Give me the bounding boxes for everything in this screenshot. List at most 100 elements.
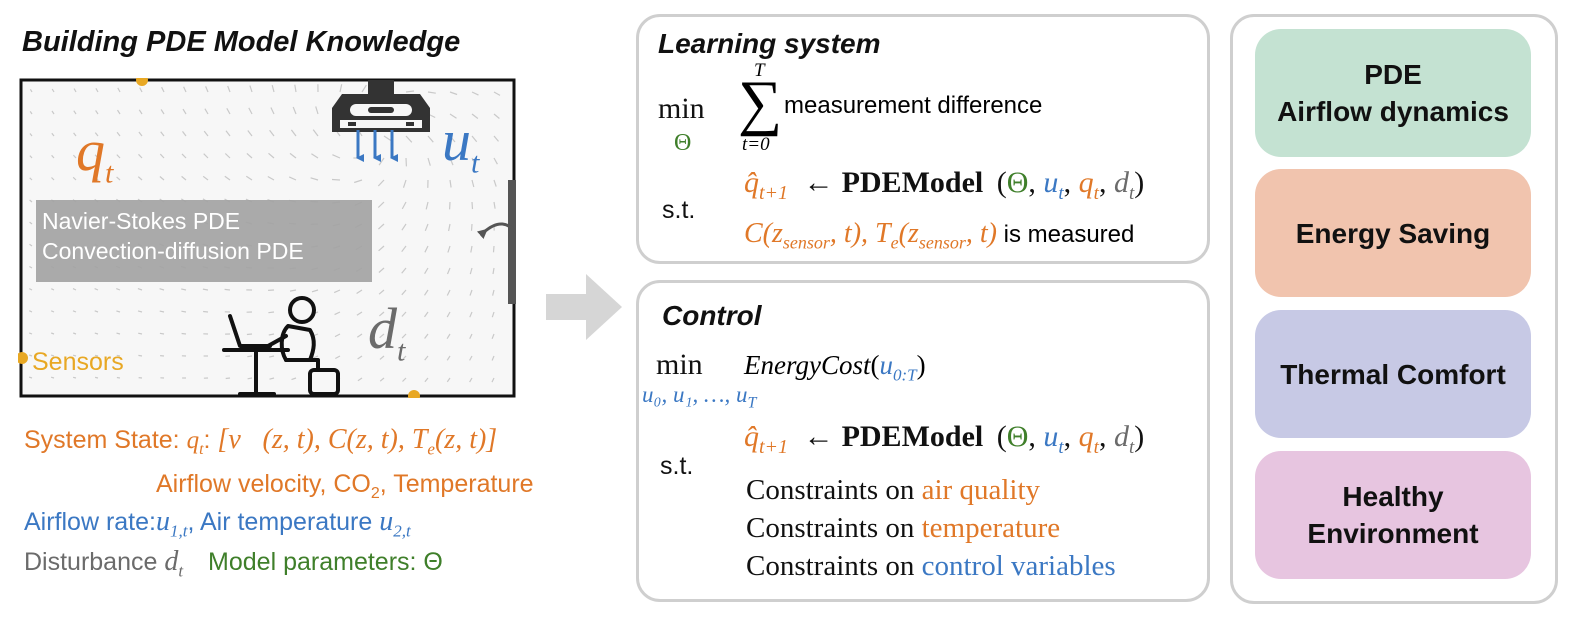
flow-vector [361,84,367,93]
flow-vector [117,87,121,93]
flow-vector [424,377,429,383]
flow-vector [493,157,498,165]
flow-vector [471,179,475,188]
flow-vector [51,177,55,181]
flow-vector [446,289,451,296]
flow-vector [354,179,363,184]
flow-vector [181,288,187,291]
flow-vector [138,332,143,335]
flow-vector [72,354,77,357]
flow-vector [159,310,165,313]
flow-vector [116,154,121,159]
goals-panel: PDE Airflow dynamics Energy Saving Therma… [1230,14,1558,604]
learning-system-panel [636,14,1210,264]
flow-vector [491,333,495,340]
flow-vector [447,245,451,253]
flow-vector [470,245,473,253]
flow-vector [159,332,165,335]
constraint-air-quality: Constraints on air quality [746,474,1041,506]
flow-vector [471,91,479,96]
flow-vector [312,355,319,359]
flow-vector [29,265,33,269]
flow-vector [181,310,187,313]
flow-vector [159,153,165,159]
flow-vector [182,108,187,115]
flow-vector [116,109,121,115]
flow-vector [378,289,385,295]
flow-vector [449,113,457,119]
flow-vector [401,289,407,296]
flow-vector [378,157,385,166]
flow-vector [469,289,473,296]
learning-model-equation: q̂t+1 ← PDEModel (Θ, ut, qt, dt) [744,166,1145,204]
flow-vector [181,332,187,335]
flow-vector [379,355,385,360]
flow-vector [94,154,99,159]
flow-vector [469,355,473,361]
flow-vector [289,289,297,292]
learning-st: s.t. [662,196,696,224]
flow-vector [159,288,165,291]
control-min-sub: u₀, u₁, …, uT [642,382,757,412]
flow-vector [312,129,319,137]
flow-vector [357,355,363,360]
control-st: s.t. [660,452,694,480]
flow-vector [424,223,429,232]
goal-pde-airflow: PDE Airflow dynamics [1255,29,1531,157]
flow-vector [247,377,253,380]
flow-vector [28,332,33,335]
flow-vector [246,333,253,336]
flow-vector [160,109,165,115]
occupant-figure [222,296,340,396]
flow-vector [138,131,143,137]
flow-vector [449,135,456,143]
flow-vector [378,267,385,273]
flow-vector [247,355,253,358]
flow-vector [425,201,429,210]
flow-vector [469,333,473,340]
flow-vector [227,85,231,93]
q-label: qt [76,118,114,190]
learning-title: Learning system [658,28,881,59]
control-panel [636,280,1210,602]
flow-vector [72,154,77,159]
d-label: dt [368,296,406,368]
flow-vector [94,376,99,379]
flow-vector [492,289,495,296]
flow-vector [225,377,231,380]
flow-vector [469,267,473,275]
flow-vector [471,157,476,165]
flow-vector [73,88,77,93]
flow-vector [225,130,231,137]
flow-vector [29,111,33,115]
flow-vector [335,355,341,360]
flow-vector [427,157,431,166]
flow-vector [159,176,165,181]
flow-vector [203,130,209,137]
flow-vector [446,311,451,318]
flow-vector [204,108,209,115]
flow-vector [405,90,415,93]
flow-vector [424,311,429,318]
flow-vector [356,333,363,338]
flow-vector [224,153,231,159]
flow-vector [29,310,33,313]
flow-vector [449,91,458,96]
flow-vector [401,355,407,361]
system-state-description: Airflow velocity, CO2, Temperature [156,470,534,502]
flow-vector [94,354,99,357]
flow-vector [202,175,209,181]
flow-vector [50,332,55,335]
flow-vector [471,113,479,119]
flow-vector [449,157,454,166]
goal-healthy-environment: Healthy Environment [1255,451,1531,579]
flow-vector [28,354,33,357]
flow-vector [249,85,253,93]
flow-vector [315,106,319,115]
flow-vector [94,132,99,137]
flow-vector [493,201,496,209]
flow-vector [357,377,363,382]
flow-vector [72,288,77,291]
flow-vector [402,377,407,382]
control-model-equation: q̂t+1 ← PDEModel (Θ, ut, qt, dt) [744,420,1145,458]
